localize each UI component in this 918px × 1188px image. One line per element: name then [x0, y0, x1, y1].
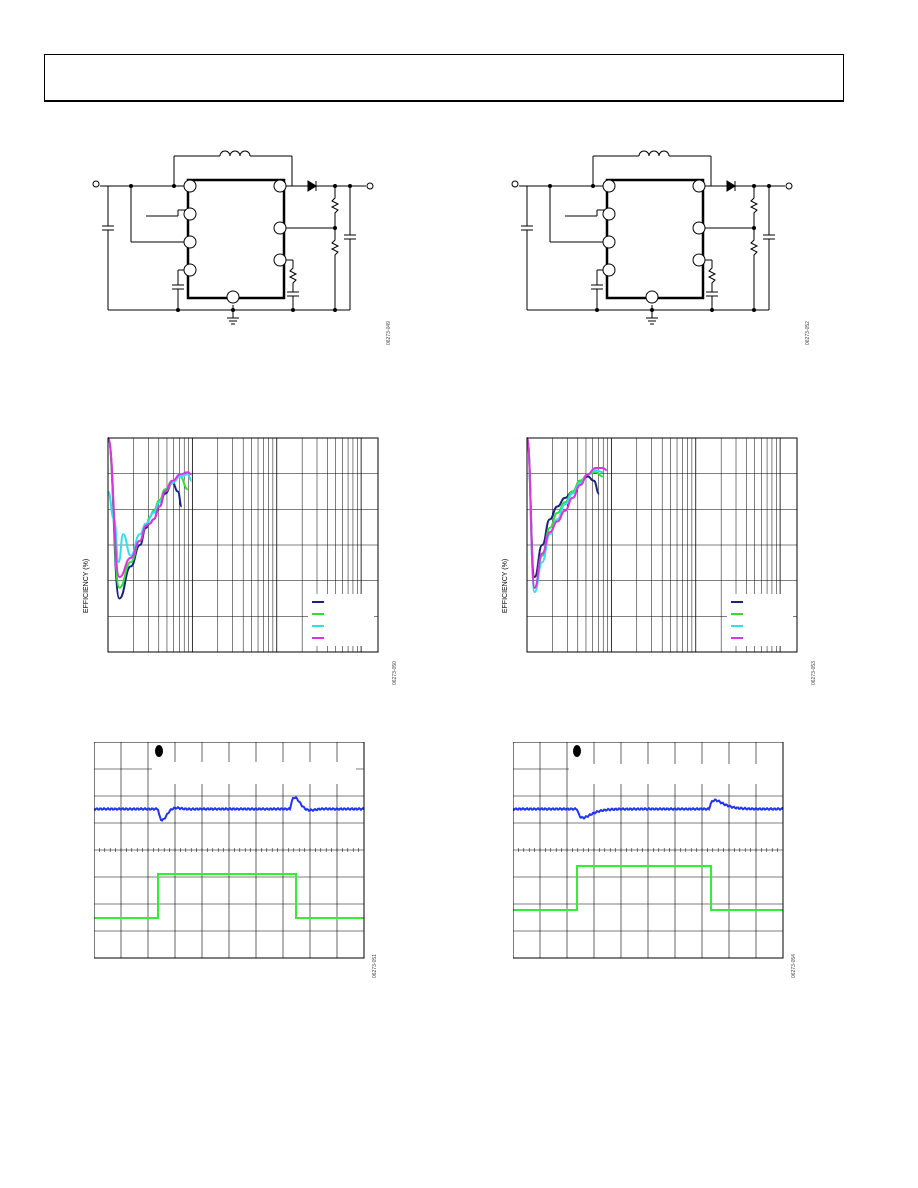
- plot-frame: [526, 437, 798, 653]
- circuit-schematic-right: 06273-052: [507, 140, 827, 380]
- efficiency-curve: [107, 473, 192, 564]
- circuit-schematic-right-svg: 06273-052: [511, 150, 811, 345]
- chart-grid: [526, 438, 797, 652]
- efficiency-curve: [107, 437, 192, 579]
- efficiency-chart-right-svg: EFFICIENCY (%) 06273-053: [502, 437, 817, 685]
- efficiency-chart-right: EFFICIENCY (%) 06273-053: [493, 430, 823, 690]
- trigger-marker-icon: [155, 745, 163, 757]
- circuit-schematic-left-svg: 06273-049: [92, 150, 392, 345]
- trigger-marker-icon: [573, 745, 581, 757]
- scope-frame: [94, 742, 365, 959]
- efficiency-curve: [526, 437, 607, 589]
- scope-capture-right-svg: 06273-054: [513, 742, 797, 978]
- channel-2-trace: [94, 873, 364, 919]
- scope-capture-right: 06273-054: [513, 742, 803, 982]
- circuit-schematic-left: 06273-049: [88, 140, 408, 380]
- channel-1-trace: [94, 795, 365, 822]
- y-axis-label: EFFICIENCY (%): [502, 559, 509, 613]
- scope-capture-left-svg: 06273-051: [94, 742, 378, 978]
- figure-id-label: 06273-054: [791, 954, 797, 978]
- efficiency-curve: [526, 437, 600, 579]
- chart-curves: [526, 437, 607, 594]
- y-axis-label: EFFICIENCY (%): [83, 559, 90, 613]
- efficiency-chart-left: EFFICIENCY (%) 06273-050: [74, 430, 404, 690]
- figure-id-label: 06273-049: [386, 321, 392, 345]
- chart-curves: [107, 437, 192, 600]
- page-header-box: [44, 54, 844, 102]
- efficiency-curve: [107, 437, 189, 589]
- scope-overlay-box: [152, 762, 356, 784]
- scope-overlay-box: [569, 764, 783, 784]
- scope-capture-left: 06273-051: [94, 742, 384, 982]
- figure-id-label: 06273-053: [811, 661, 817, 685]
- figure-id-label: 06273-050: [392, 661, 398, 685]
- channel-2-trace: [513, 865, 783, 911]
- scope-frame: [513, 742, 784, 959]
- efficiency-chart-left-svg: EFFICIENCY (%) 06273-050: [83, 437, 398, 685]
- figure-id-label: 06273-051: [372, 954, 378, 978]
- chart-legend: [727, 594, 793, 646]
- plot-frame: [107, 437, 379, 653]
- efficiency-curve: [107, 437, 183, 600]
- chart-legend: [308, 594, 374, 646]
- channel-1-trace: [513, 798, 784, 820]
- figure-id-label: 06273-052: [805, 321, 811, 345]
